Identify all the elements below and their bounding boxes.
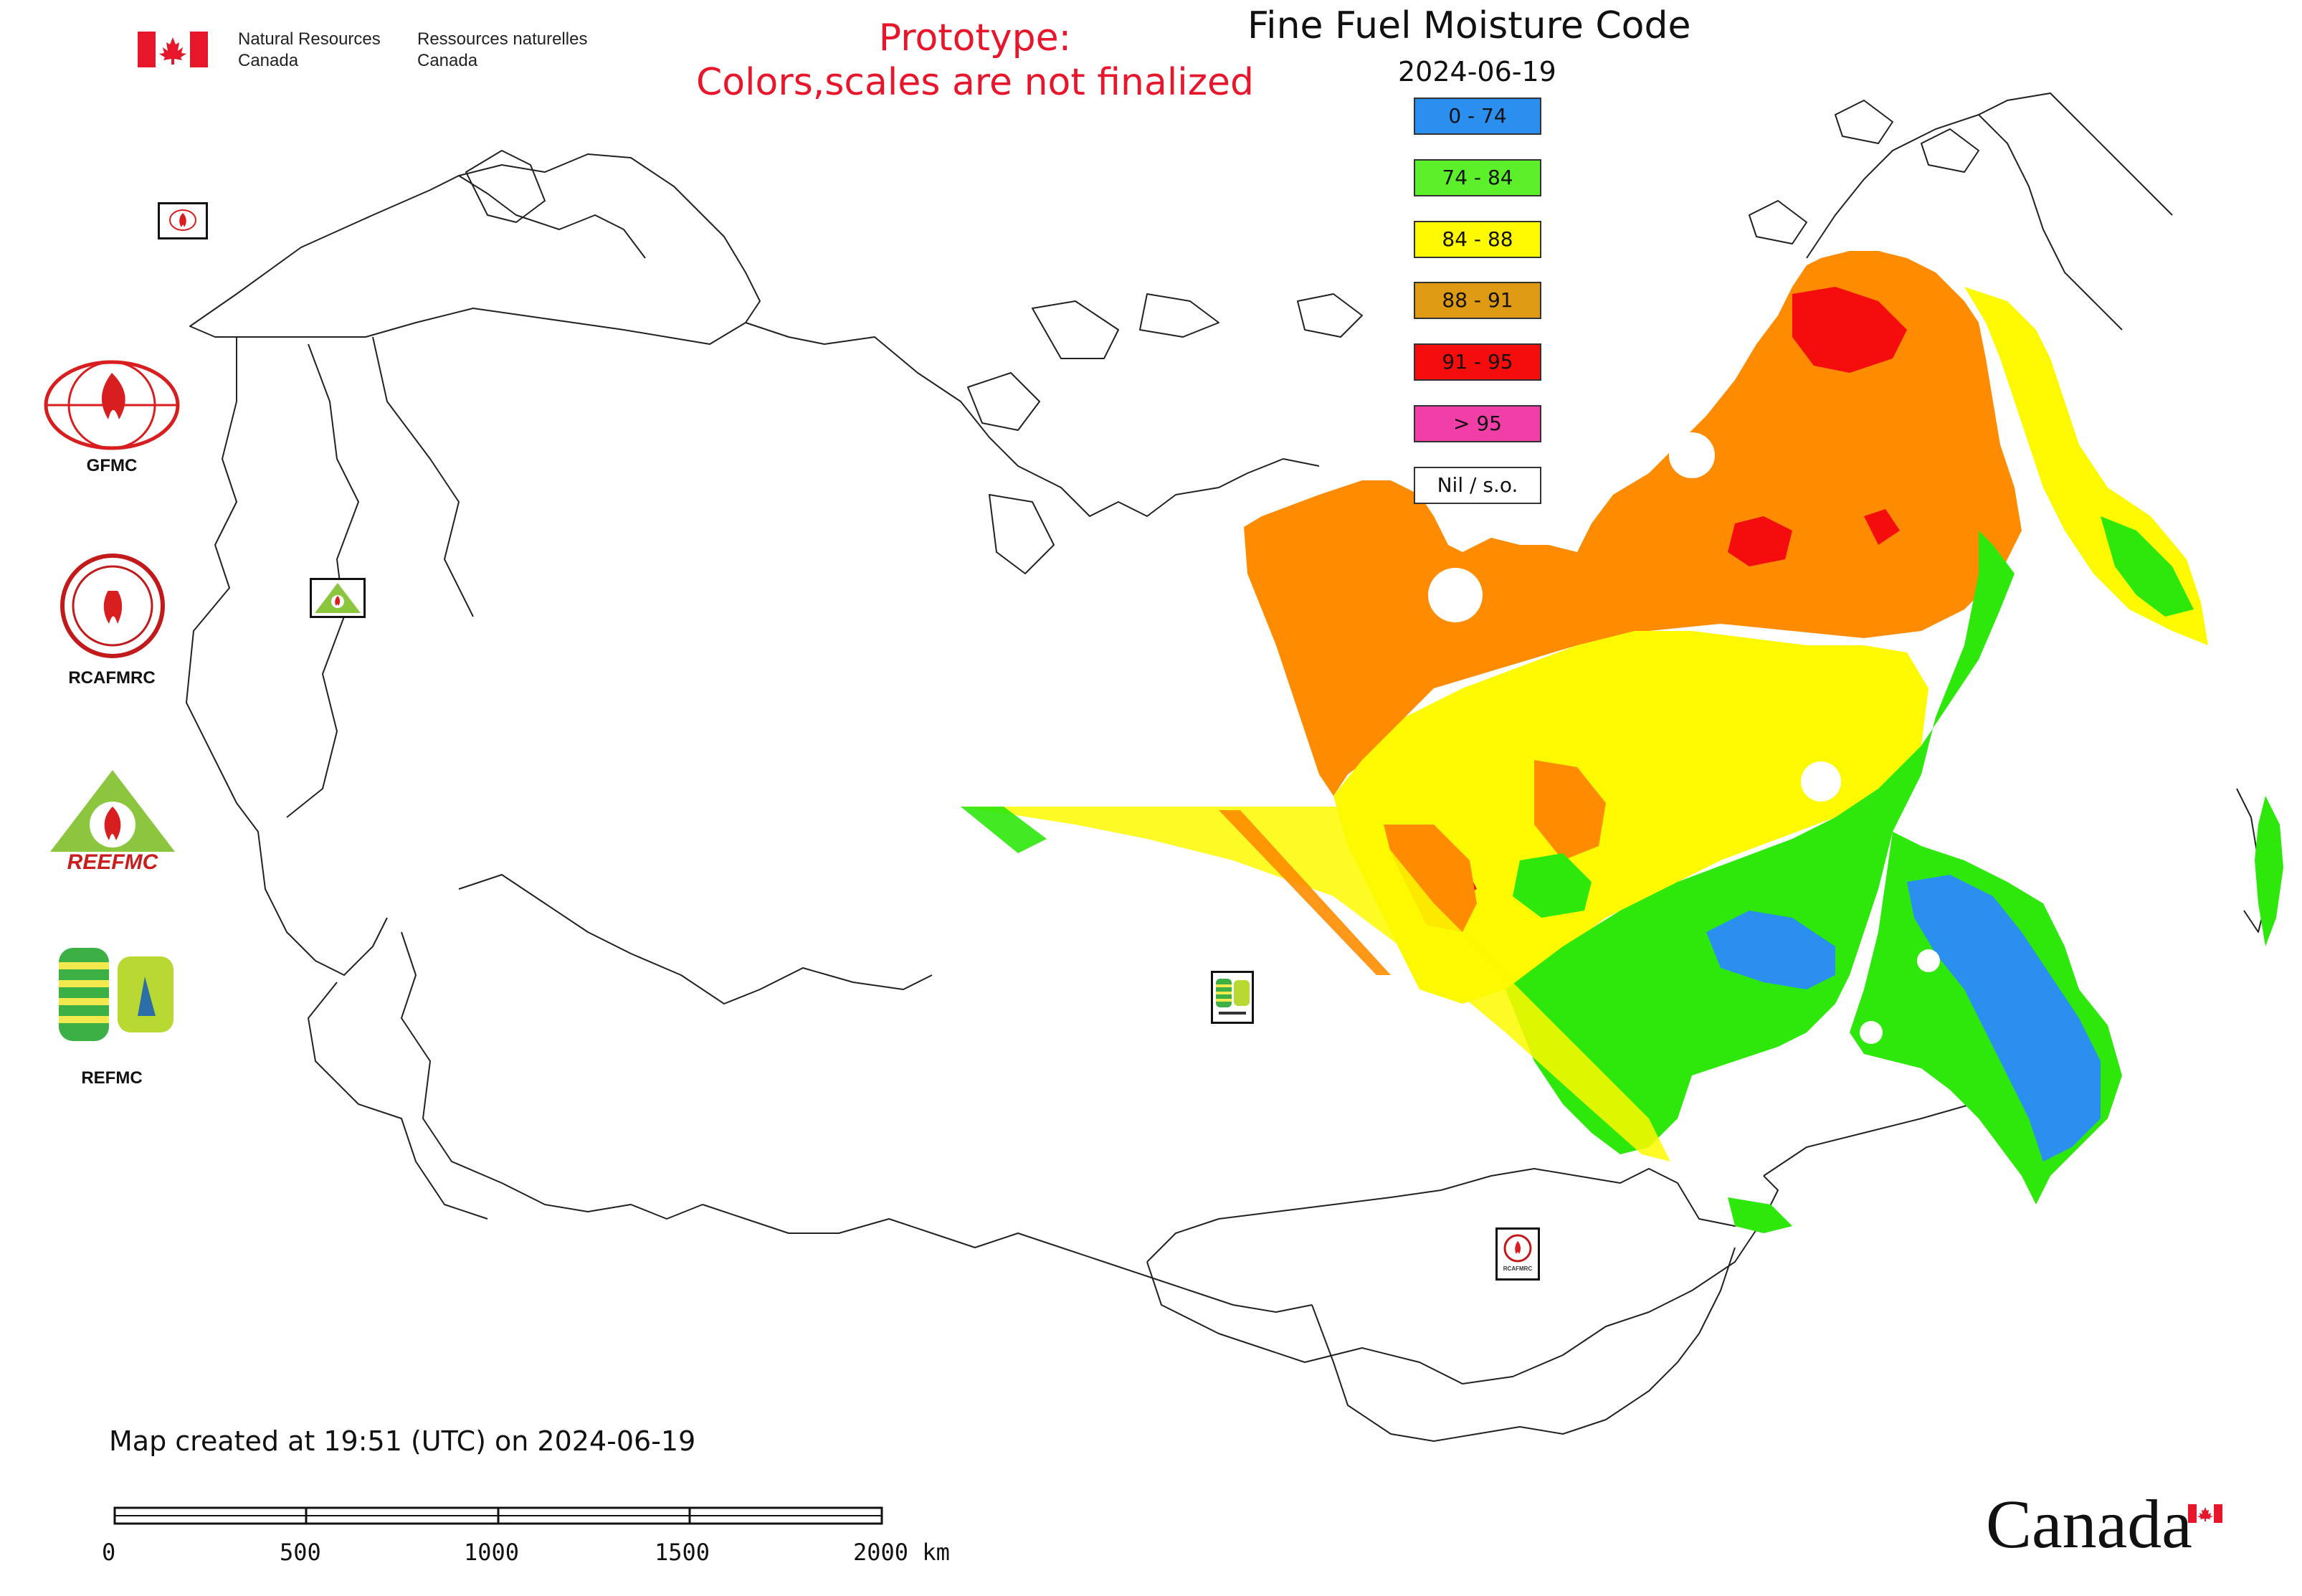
org-name-english: Natural Resources Canada [238, 29, 381, 72]
org-name-english-line1: Natural Resources [238, 29, 381, 49]
prototype-line1: Prototype: [878, 16, 1072, 60]
rcafmrc-map-badge: RCAFMRC [1495, 1227, 1540, 1281]
rcafmrc-logo [59, 552, 166, 660]
prototype-line2: Colors,scales are not finalized [695, 61, 1255, 104]
legend-item-91-95: 91 - 95 [1414, 343, 1541, 381]
ffmc-fill-regions [961, 251, 2283, 1233]
scale-tick-label: 0 [102, 1539, 116, 1566]
legend-label: 74 - 84 [1442, 166, 1513, 189]
legend-label: 84 - 88 [1442, 227, 1513, 251]
canada-wordmark-flag-icon [2188, 1504, 2222, 1523]
scale-tick-label: 1500 [655, 1539, 710, 1566]
legend-item-74-84: 74 - 84 [1414, 159, 1541, 196]
legend-label: 0 - 74 [1448, 104, 1507, 128]
org-name-french-line1: Ressources naturelles [417, 29, 588, 49]
canada-flag-icon [138, 32, 208, 67]
org-name-french: Ressources naturelles Canada [417, 29, 587, 72]
legend-item-nil: Nil / s.o. [1414, 467, 1541, 504]
reefmc-map-badge [310, 578, 366, 618]
org-name-english-line2: Canada [238, 51, 299, 70]
map-created-note: Map created at 19:51 (UTC) on 2024-06-19 [109, 1425, 696, 1457]
legend-item-88-91: 88 - 91 [1414, 282, 1541, 319]
gfmc-logo [40, 358, 184, 452]
map-date: 2024-06-19 [1398, 56, 1556, 87]
prototype-warning: Prototype: Colors,scales are not finaliz… [674, 16, 1276, 105]
map-title: Fine Fuel Moisture Code [1247, 4, 1691, 47]
legend-item-over-95: > 95 [1414, 405, 1541, 442]
gfmc-label: GFMC [86, 456, 138, 475]
org-name-french-line2: Canada [417, 51, 478, 70]
far-east-coastline [1806, 92, 2173, 331]
scale-tick-label: 2000 km [853, 1539, 950, 1566]
legend-label: 91 - 95 [1442, 350, 1513, 374]
refmc-map-badge [1211, 971, 1254, 1024]
legend-label: Nil / s.o. [1437, 473, 1518, 497]
gfmc-map-badge [158, 202, 208, 239]
rcafmrc-badge-text: RCAFMRC [1503, 1265, 1533, 1272]
scale-tick-label: 500 [280, 1539, 321, 1566]
legend-label: 88 - 91 [1442, 288, 1513, 312]
reefmc-logo [37, 767, 188, 868]
canada-wordmark: Canada [1986, 1486, 2192, 1562]
scale-bar [113, 1506, 883, 1525]
refmc-logo [59, 948, 173, 1041]
scale-tick-label: 1000 [464, 1539, 520, 1566]
legend-item-84-88: 84 - 88 [1414, 221, 1541, 258]
refmc-label: REFMC [81, 1068, 143, 1088]
reefmc-label: REEFMC [67, 850, 158, 874]
legend-item-0-74: 0 - 74 [1414, 98, 1541, 135]
rcafmrc-label: RCAFMRC [68, 668, 156, 688]
legend-label: > 95 [1453, 412, 1502, 435]
